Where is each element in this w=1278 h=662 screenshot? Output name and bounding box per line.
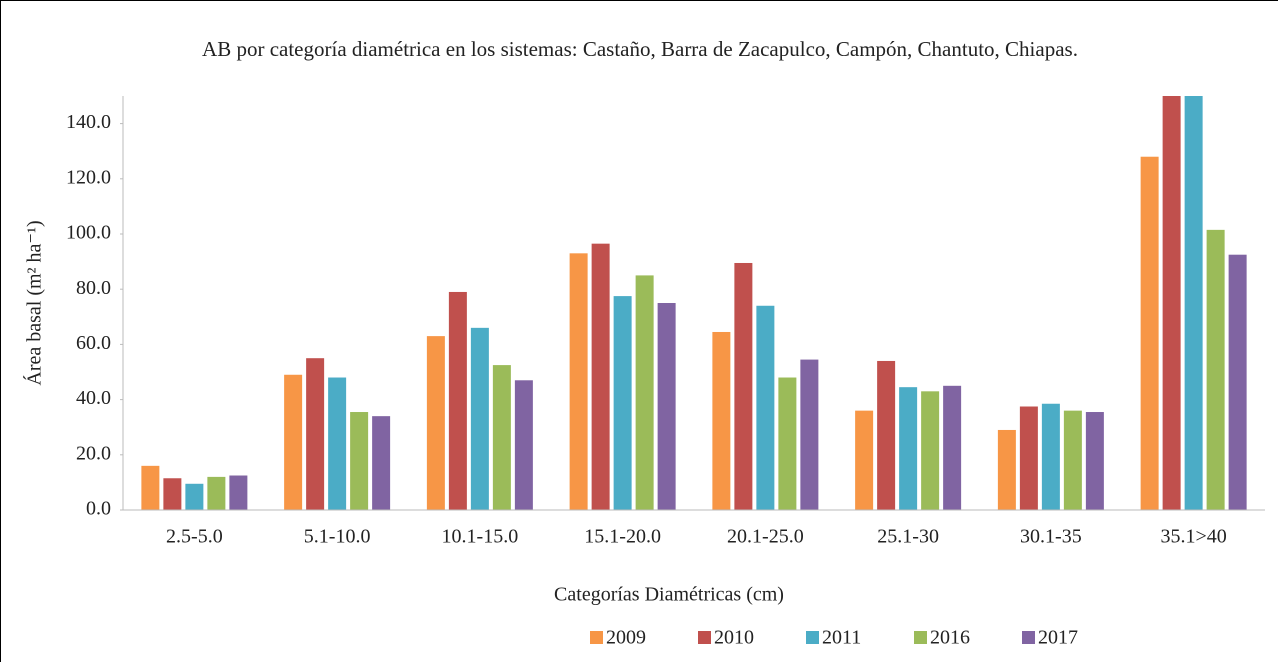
bar (1085, 412, 1104, 510)
bar (185, 483, 204, 510)
bar (1019, 406, 1038, 510)
bar (943, 385, 962, 510)
y-tick-label: 100.0 (66, 222, 111, 244)
y-tick-label: 140.0 (66, 111, 111, 133)
bar (613, 296, 632, 510)
x-tick-label: 30.1-35 (1020, 526, 1082, 548)
bar (163, 478, 182, 510)
bar (778, 377, 797, 510)
bar (306, 358, 325, 510)
bar (591, 243, 610, 510)
bar (1162, 96, 1181, 510)
x-axis-label: Categorías Diamétricas (cm) (554, 584, 784, 606)
bar (492, 365, 511, 510)
y-tick-label: 60.0 (76, 332, 111, 354)
bar (800, 359, 819, 510)
x-tick-label: 20.1-25.0 (727, 526, 804, 548)
bar (514, 380, 533, 510)
bar (1206, 229, 1225, 511)
legend-swatch (806, 631, 819, 644)
bar (426, 336, 445, 510)
x-tick-label: 10.1-15.0 (442, 526, 519, 548)
bar (350, 412, 369, 510)
legend-swatch (914, 631, 927, 644)
x-tick-label: 5.1-10.0 (304, 526, 371, 548)
bar (899, 387, 918, 510)
legend-swatch (1022, 631, 1035, 644)
y-tick-label: 0.0 (86, 498, 111, 520)
legend-label: 2011 (822, 627, 861, 649)
bar (141, 465, 160, 510)
bar (635, 275, 654, 510)
legend-label: 2017 (1038, 627, 1078, 649)
bar (1184, 96, 1203, 510)
legend-label: 2010 (714, 627, 754, 649)
bar (855, 410, 874, 510)
legend-label: 2009 (606, 627, 646, 649)
bar (448, 291, 467, 510)
chart-title: AB por categoría diamétrica en los siste… (202, 37, 1078, 61)
bar (284, 374, 303, 510)
bar (569, 253, 588, 510)
bar (877, 360, 896, 510)
y-tick-label: 40.0 (76, 387, 111, 409)
bar (756, 305, 775, 510)
bar (657, 303, 676, 510)
legend-label: 2016 (930, 627, 970, 649)
bar (372, 416, 391, 510)
legend-swatch (698, 631, 711, 644)
bar (1228, 254, 1247, 510)
bar (470, 327, 489, 510)
bar (328, 377, 347, 510)
x-tick-label: 15.1-20.0 (584, 526, 661, 548)
bar (734, 262, 753, 510)
bar (1140, 156, 1159, 510)
y-tick-label: 20.0 (76, 442, 111, 464)
bar (1041, 403, 1060, 510)
bar (712, 331, 731, 510)
bar (207, 476, 226, 510)
x-tick-label: 2.5-5.0 (166, 526, 223, 548)
legend-swatch (590, 631, 603, 644)
x-tick-label: 25.1-30 (877, 526, 939, 548)
y-axis-label: Área basal (m² ha⁻¹) (23, 220, 46, 385)
bar (997, 429, 1016, 510)
bar (921, 391, 940, 510)
bar (229, 475, 248, 510)
bar (1063, 410, 1082, 510)
x-tick-label: 35.1>40 (1160, 526, 1226, 548)
y-tick-label: 80.0 (76, 277, 111, 299)
y-tick-label: 120.0 (66, 166, 111, 188)
